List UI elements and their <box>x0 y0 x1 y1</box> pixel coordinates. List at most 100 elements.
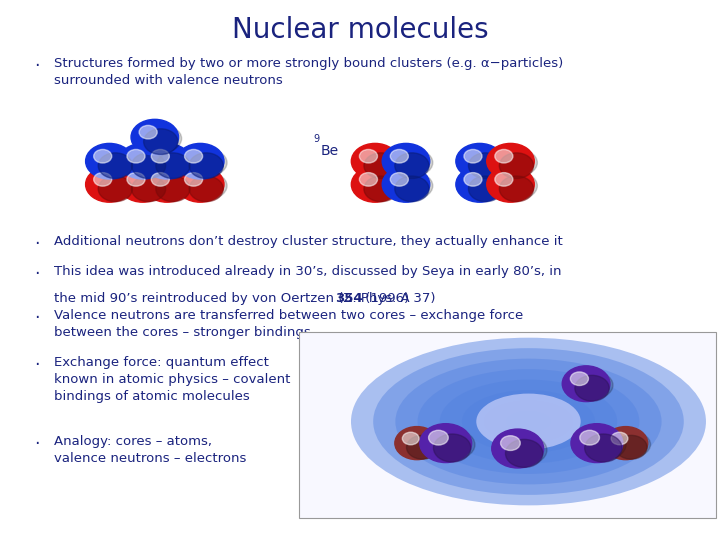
Circle shape <box>500 436 521 450</box>
Circle shape <box>395 176 429 201</box>
Circle shape <box>464 173 482 186</box>
Circle shape <box>143 144 191 179</box>
Circle shape <box>382 166 430 202</box>
Circle shape <box>395 153 429 179</box>
Circle shape <box>86 144 133 179</box>
Circle shape <box>86 166 133 202</box>
Circle shape <box>151 173 169 186</box>
Circle shape <box>189 153 223 179</box>
Circle shape <box>156 176 190 201</box>
Circle shape <box>184 173 202 186</box>
Circle shape <box>119 144 166 179</box>
Ellipse shape <box>395 430 442 458</box>
Circle shape <box>464 150 482 163</box>
Circle shape <box>469 176 503 201</box>
Ellipse shape <box>395 359 662 484</box>
Ellipse shape <box>144 147 194 178</box>
Circle shape <box>132 176 166 201</box>
Ellipse shape <box>487 171 537 201</box>
Text: Nuclear molecules: Nuclear molecules <box>232 16 488 44</box>
Circle shape <box>127 173 145 186</box>
Text: Exchange force: quantum effect
known in atomic physics – covalent
bindings of at: Exchange force: quantum effect known in … <box>54 356 290 403</box>
Ellipse shape <box>456 147 506 178</box>
Circle shape <box>505 440 543 468</box>
Ellipse shape <box>86 171 136 201</box>
Circle shape <box>98 176 132 201</box>
Circle shape <box>407 435 438 459</box>
Ellipse shape <box>420 428 475 461</box>
Circle shape <box>562 366 610 402</box>
Circle shape <box>139 125 157 139</box>
Circle shape <box>94 150 112 163</box>
Circle shape <box>143 129 178 154</box>
Circle shape <box>151 150 169 163</box>
Ellipse shape <box>86 147 136 178</box>
Ellipse shape <box>177 147 227 178</box>
Circle shape <box>176 144 224 179</box>
Circle shape <box>359 150 377 163</box>
Ellipse shape <box>352 147 402 178</box>
Text: 9: 9 <box>313 134 320 144</box>
Text: ·: · <box>35 309 40 327</box>
Circle shape <box>184 150 202 163</box>
Ellipse shape <box>351 338 706 505</box>
Ellipse shape <box>120 171 169 201</box>
Circle shape <box>131 119 179 155</box>
Text: the mid 90’s reintroduced by von Oertzen (Z. Phys. A: the mid 90’s reintroduced by von Oertzen… <box>54 292 414 305</box>
Ellipse shape <box>487 147 537 178</box>
Ellipse shape <box>506 411 551 432</box>
Text: Additional neutrons don’t destroy cluster structure, they actually enhance it: Additional neutrons don’t destroy cluste… <box>54 235 563 248</box>
Circle shape <box>456 144 503 179</box>
Circle shape <box>351 144 399 179</box>
Circle shape <box>390 150 408 163</box>
Circle shape <box>132 153 166 179</box>
Ellipse shape <box>373 348 684 495</box>
Circle shape <box>585 434 622 462</box>
Circle shape <box>487 144 534 179</box>
Circle shape <box>575 375 609 401</box>
Circle shape <box>189 176 223 201</box>
Circle shape <box>571 424 623 463</box>
Circle shape <box>500 153 534 179</box>
Ellipse shape <box>476 394 581 449</box>
Text: ·: · <box>35 265 40 282</box>
Circle shape <box>119 166 166 202</box>
Circle shape <box>616 435 647 459</box>
Circle shape <box>420 424 472 463</box>
Ellipse shape <box>462 390 595 453</box>
Circle shape <box>156 153 190 179</box>
Ellipse shape <box>572 428 626 461</box>
Ellipse shape <box>484 401 573 442</box>
Ellipse shape <box>120 147 169 178</box>
Ellipse shape <box>352 171 402 201</box>
Ellipse shape <box>563 370 613 400</box>
Circle shape <box>433 434 471 462</box>
Circle shape <box>364 176 398 201</box>
Ellipse shape <box>604 430 651 458</box>
Ellipse shape <box>440 380 617 463</box>
Circle shape <box>500 176 534 201</box>
Text: ·: · <box>35 356 40 374</box>
Text: (1996) 37): (1996) 37) <box>361 292 436 305</box>
Circle shape <box>603 427 648 460</box>
Text: This idea was introduced already in 30’s, discussed by Seya in early 80’s, in: This idea was introduced already in 30’s… <box>54 265 562 278</box>
Text: Be: Be <box>320 144 338 158</box>
Circle shape <box>351 166 399 202</box>
Circle shape <box>94 173 112 186</box>
Circle shape <box>611 432 628 445</box>
Text: ·: · <box>35 235 40 253</box>
Circle shape <box>456 166 503 202</box>
Ellipse shape <box>456 171 506 201</box>
Circle shape <box>98 153 132 179</box>
Circle shape <box>469 153 503 179</box>
Text: ·: · <box>35 435 40 453</box>
Text: Analogy: cores – atoms,
valence neutrons – electrons: Analogy: cores – atoms, valence neutrons… <box>54 435 246 465</box>
Circle shape <box>127 150 145 163</box>
Bar <box>299 332 716 518</box>
Circle shape <box>495 173 513 186</box>
Ellipse shape <box>144 171 194 201</box>
Circle shape <box>395 427 439 460</box>
Circle shape <box>402 432 419 445</box>
Circle shape <box>364 153 398 179</box>
Circle shape <box>492 429 544 468</box>
